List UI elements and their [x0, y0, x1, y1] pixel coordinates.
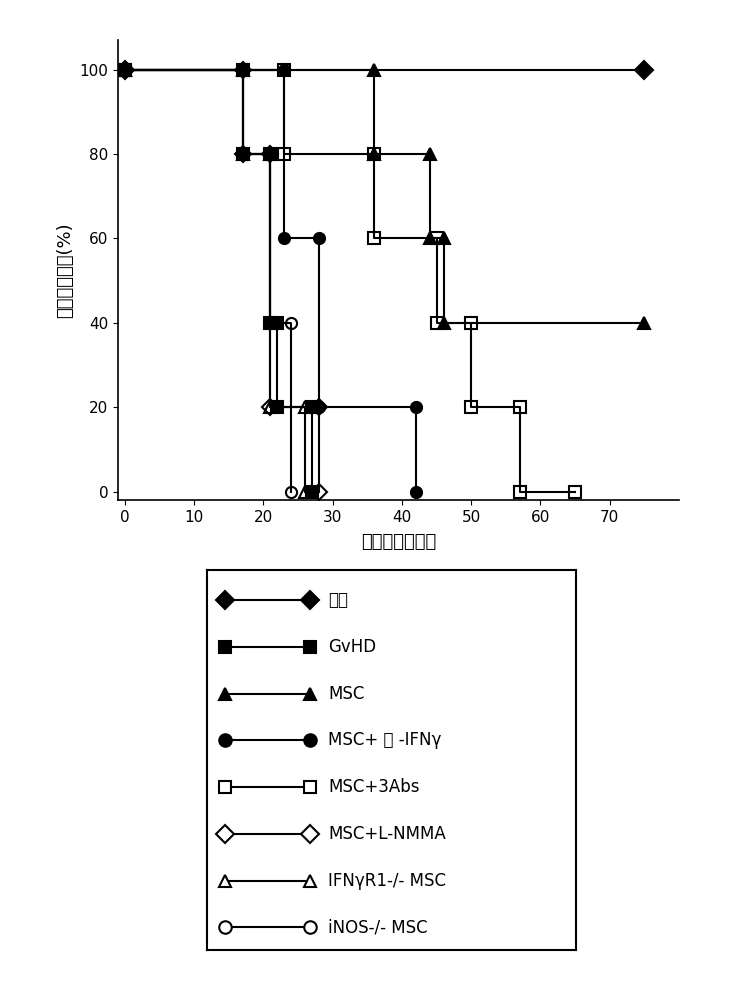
Text: MSC+ 抗 -IFNγ: MSC+ 抗 -IFNγ	[328, 731, 442, 749]
Text: IFNγR1-/- MSC: IFNγR1-/- MSC	[328, 872, 446, 890]
Text: MSC: MSC	[328, 685, 365, 703]
Text: 对照: 对照	[328, 591, 348, 609]
Text: iNOS-/- MSC: iNOS-/- MSC	[328, 918, 428, 936]
Text: GvHD: GvHD	[328, 638, 376, 656]
Text: MSC+L-NMMA: MSC+L-NMMA	[328, 825, 446, 843]
Text: MSC+3Abs: MSC+3Abs	[328, 778, 420, 796]
X-axis label: 骨髓移植后天数: 骨髓移植后天数	[361, 533, 436, 551]
Y-axis label: 存活率百分比(%): 存活率百分比(%)	[56, 222, 74, 318]
